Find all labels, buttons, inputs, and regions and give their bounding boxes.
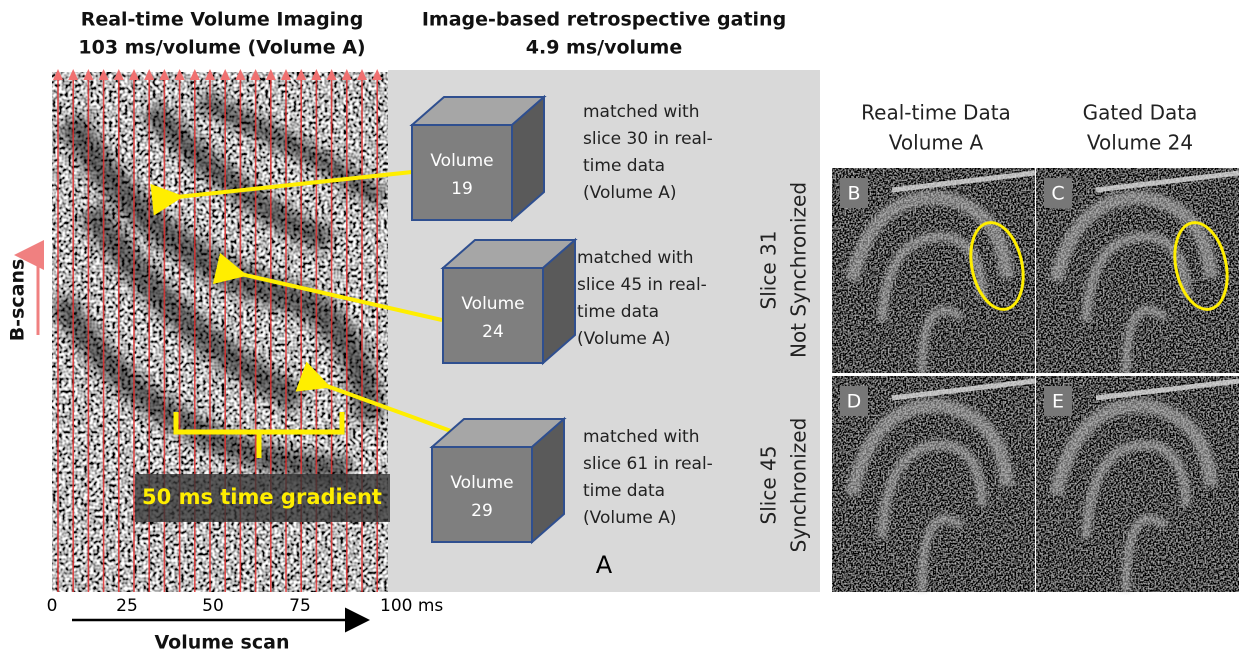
panel-subtitle: 103 ms/volume (Volume A) (78, 37, 365, 59)
volume-label: 29 (471, 501, 493, 521)
annotation: 50 ms time gradient (142, 485, 382, 509)
panel-title: Image-based retrospective gating (422, 9, 786, 31)
oct-image: E (1036, 376, 1239, 592)
row-header: Slice 45 (757, 446, 781, 525)
x-tick-label: 75 (289, 596, 311, 616)
match-description: time data (577, 302, 659, 322)
match-description: matched with (577, 248, 694, 268)
column-header: Gated Data (1083, 101, 1198, 125)
panel-label: A (596, 551, 613, 579)
volume-label: Volume (461, 294, 524, 314)
match-description: time data (583, 481, 665, 501)
panel-letter: B (847, 183, 860, 205)
cube-front (432, 447, 532, 542)
row-header: Slice 31 (757, 231, 781, 310)
match-description: (Volume A) (577, 329, 671, 349)
cube-front (412, 125, 512, 220)
panel-letter: C (1051, 183, 1064, 205)
match-description: slice 45 in real- (577, 275, 707, 295)
x-tick-label: 25 (116, 596, 138, 616)
y-label: B-scans (7, 259, 29, 342)
oct-image: D (832, 376, 1035, 592)
match-description: slice 30 in real- (583, 129, 713, 149)
x-label: Volume scan (155, 632, 290, 654)
column-header: Real-time Data (861, 101, 1011, 125)
oct-image: B (832, 168, 1035, 373)
match-description: time data (583, 156, 665, 176)
volume-label: Volume (430, 151, 493, 171)
match-description: matched with (583, 427, 700, 447)
volume-label: 19 (451, 179, 473, 199)
panel-subtitle: 4.9 ms/volume (526, 37, 682, 59)
match-description: matched with (583, 102, 700, 122)
column-header: Volume 24 (1087, 131, 1193, 155)
x-tick-label: 0 (47, 596, 58, 616)
volume-label: 24 (482, 322, 504, 342)
match-description: slice 61 in real- (583, 454, 713, 474)
panel-letter: D (847, 391, 862, 413)
column-header: Volume A (889, 131, 984, 155)
figure: Real-time Volume Imaging 103 ms/volume (… (0, 0, 1248, 658)
panel-letter: E (1052, 391, 1064, 413)
x-tick-label: 100 ms (380, 596, 443, 616)
match-description: (Volume A) (583, 508, 677, 528)
cube-front (443, 268, 543, 363)
row-header: Not Synchronized (787, 182, 811, 358)
row-header: Synchronized (787, 418, 811, 553)
match-description: (Volume A) (583, 183, 677, 203)
comparison-panel: Real-time Data Volume A Gated Data Volume 2… (757, 101, 1240, 593)
panel-title: Real-time Volume Imaging (81, 9, 364, 31)
oct-image: C (1036, 168, 1239, 373)
volume-label: Volume (450, 473, 513, 493)
x-tick-label: 50 (202, 596, 224, 616)
